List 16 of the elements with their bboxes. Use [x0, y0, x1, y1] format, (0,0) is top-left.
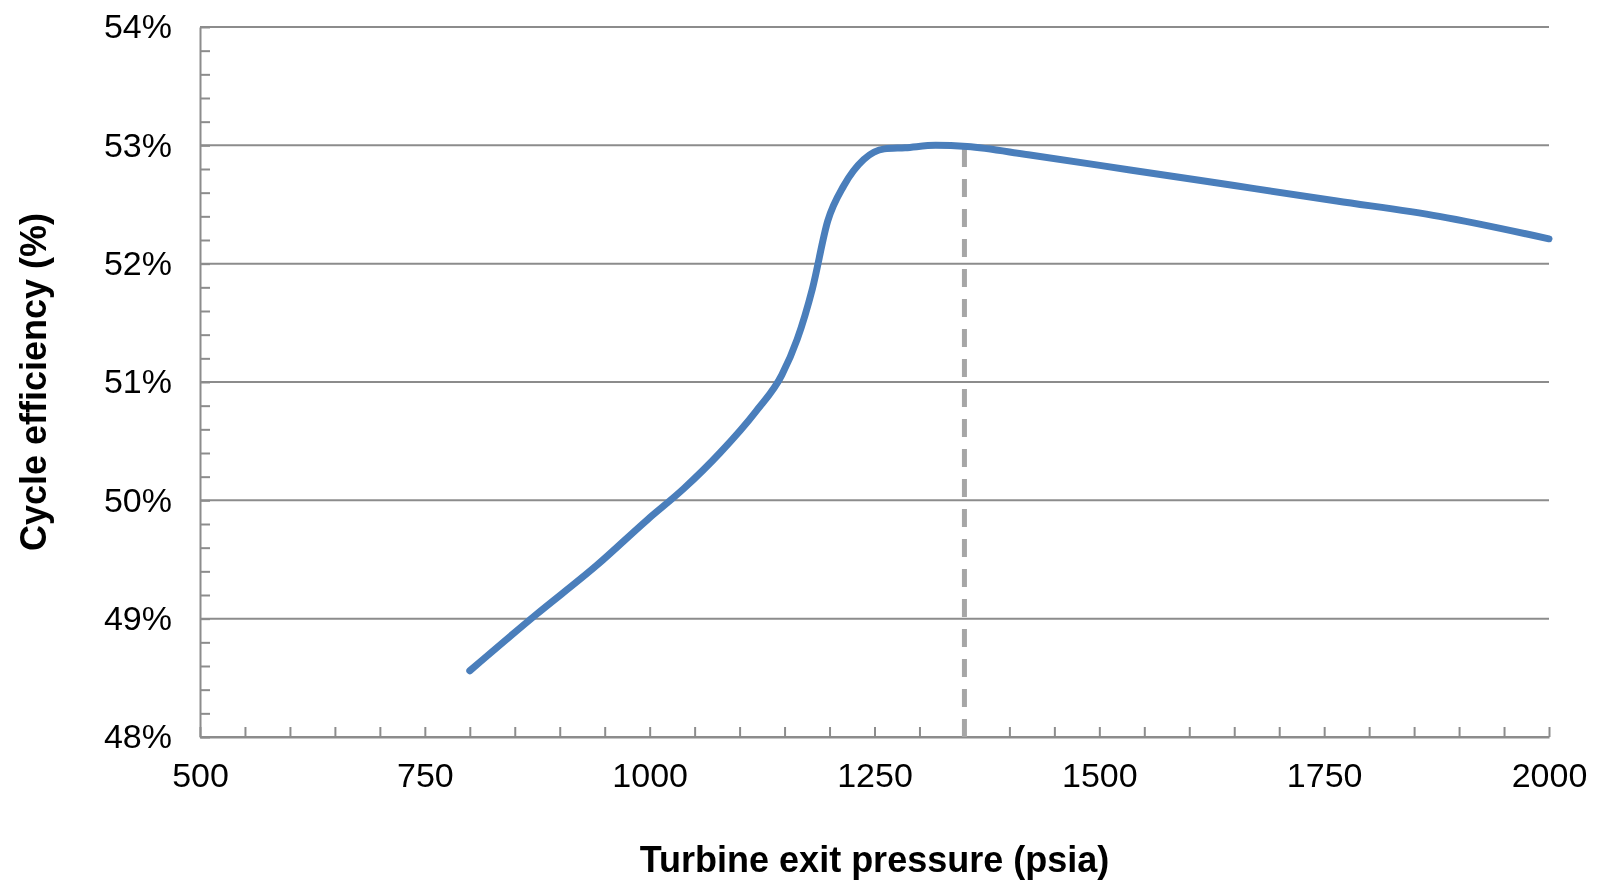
y-tick-label: 49% [103, 599, 172, 638]
x-axis-title: Turbine exit pressure (psia) [639, 839, 1110, 880]
y-axis-title: Cycle efficiency (%) [13, 212, 54, 552]
x-tick-label: 1000 [612, 756, 688, 795]
x-tick-label: 1500 [1062, 756, 1138, 795]
y-tick-label: 52% [103, 244, 172, 283]
x-tick-label: 2000 [1511, 756, 1588, 795]
y-tick-label: 51% [103, 362, 172, 401]
x-tick-label: 1250 [837, 756, 913, 795]
y-tick-label: 48% [103, 717, 172, 756]
x-tick-label: 750 [396, 756, 454, 795]
x-tick-label: 1750 [1286, 756, 1363, 795]
y-tick-label: 54% [103, 7, 172, 46]
y-tick-label: 53% [103, 125, 172, 164]
y-tick-label: 50% [103, 480, 172, 519]
x-tick-label: 500 [172, 756, 229, 795]
